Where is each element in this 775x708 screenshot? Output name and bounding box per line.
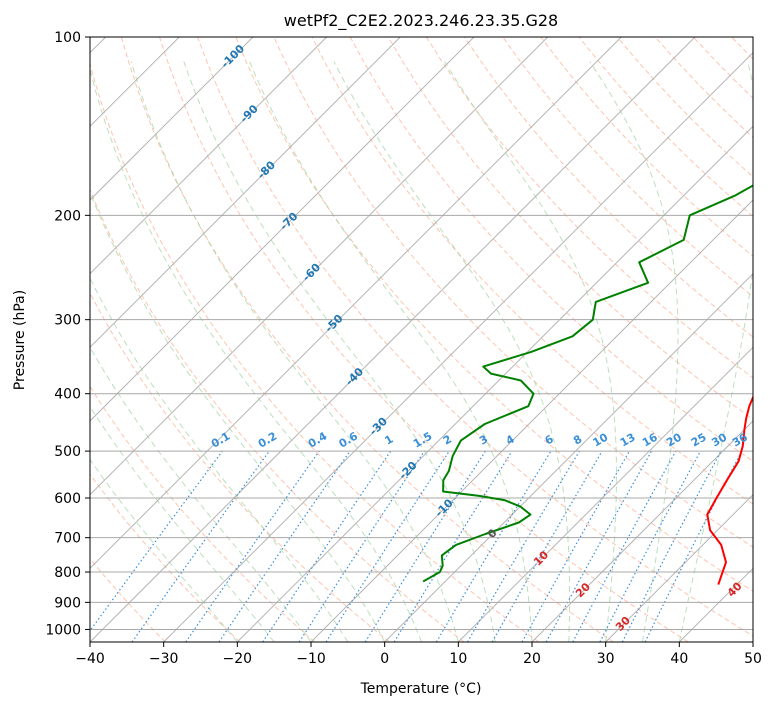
pressure-grid [90,37,753,630]
x-tick-label: 30 [597,651,615,667]
moist-adiabat [90,458,238,642]
profile-series [422,184,753,585]
dry-adiabat [273,37,753,548]
mixing-ratio-line [298,450,425,642]
dry-adiabat [90,557,166,642]
y-tick-label: 100 [54,30,81,46]
isotherm-line [163,51,753,642]
x-axis: −40 −30 −20 −10 0 10 20 30 40 50 [75,642,762,667]
moist-adiabat [589,61,679,642]
y-axis: 100 200 300 400 500 600 700 800 900 1000 [45,30,90,638]
x-tick-label: 0 [380,651,389,667]
isotherm-line [457,346,753,642]
mixing-ratio-line [262,450,392,642]
x-tick-label: 10 [449,651,467,667]
x-axis-label: Temperature (°C) [360,681,482,697]
x-tick-label: −10 [296,651,326,667]
isotherm-line [90,37,328,275]
isotherm-line [90,37,401,349]
isotherm-line [90,37,549,496]
dry-adiabat [235,37,753,592]
y-tick-label: 900 [54,595,81,611]
isotherm-line [310,199,753,642]
isotherm-line [384,272,753,642]
temperature-line [706,394,753,585]
x-tick-label: 50 [744,651,762,667]
moist-adiabat [90,277,349,642]
dry-adiabat [464,37,753,338]
moist-adiabat [183,61,496,642]
x-tick-label: −30 [149,651,179,667]
y-tick-label: 800 [54,565,81,581]
isotherm-line [605,493,753,642]
x-tick-label: −40 [75,651,105,667]
dewpoint-line [422,184,753,583]
mixing-ratio-line [572,450,677,642]
isotherm-line [90,37,622,570]
mixing-ratio-line [131,450,270,642]
y-tick-label: 700 [54,531,81,547]
y-tick-label: 500 [54,444,81,460]
y-tick-label: 600 [54,491,81,507]
mixing-ratio-line [325,450,450,642]
dry-adiabat [90,188,465,642]
background-lines [90,37,753,642]
x-tick-label: −20 [223,651,253,667]
moist-adiabat [678,61,753,642]
moist-adiabat [249,61,533,642]
moist-adiabat [90,190,386,642]
mixing-ratio-line [90,450,223,632]
mixing-ratio-line [393,450,513,642]
dry-adiabat [90,473,241,642]
isotherm-line [90,37,254,201]
moist-adiabat [130,61,459,642]
chart-title: wetPf2_C2E2.2023.246.23.35.G28 [284,11,558,31]
y-axis-label: Pressure (hPa) [12,290,28,390]
mixing-ratio-line [185,450,320,642]
dry-adiabat [349,37,753,462]
y-tick-label: 400 [54,387,81,403]
moist-adiabat [444,61,617,642]
isotherm-line [531,420,753,642]
dry-adiabat [120,37,614,642]
moist-adiabat [90,67,422,642]
dry-adiabat [90,62,540,642]
isotherm-line [90,37,475,422]
dry-adiabat [90,292,390,642]
mixing-ratio-line [521,450,631,642]
moist-adiabat [90,405,275,642]
isotherm-line [90,37,696,642]
mixing-ratio-line [218,450,351,642]
x-tick-label: 40 [670,651,688,667]
x-tick-label: 20 [523,651,541,667]
y-tick-label: 200 [54,208,81,224]
dry-adiabat [90,385,316,642]
plot-frame [89,36,754,643]
y-tick-label: 300 [54,313,81,329]
dry-adiabat [197,37,753,637]
moist-adiabat [90,346,312,642]
dry-adiabat [159,37,689,642]
mixing-ratio-line [545,450,653,642]
isotherm-line [236,125,753,642]
y-tick-label: 1000 [45,622,81,638]
moist-adiabat [333,61,571,642]
dry-adiabat [425,37,753,379]
